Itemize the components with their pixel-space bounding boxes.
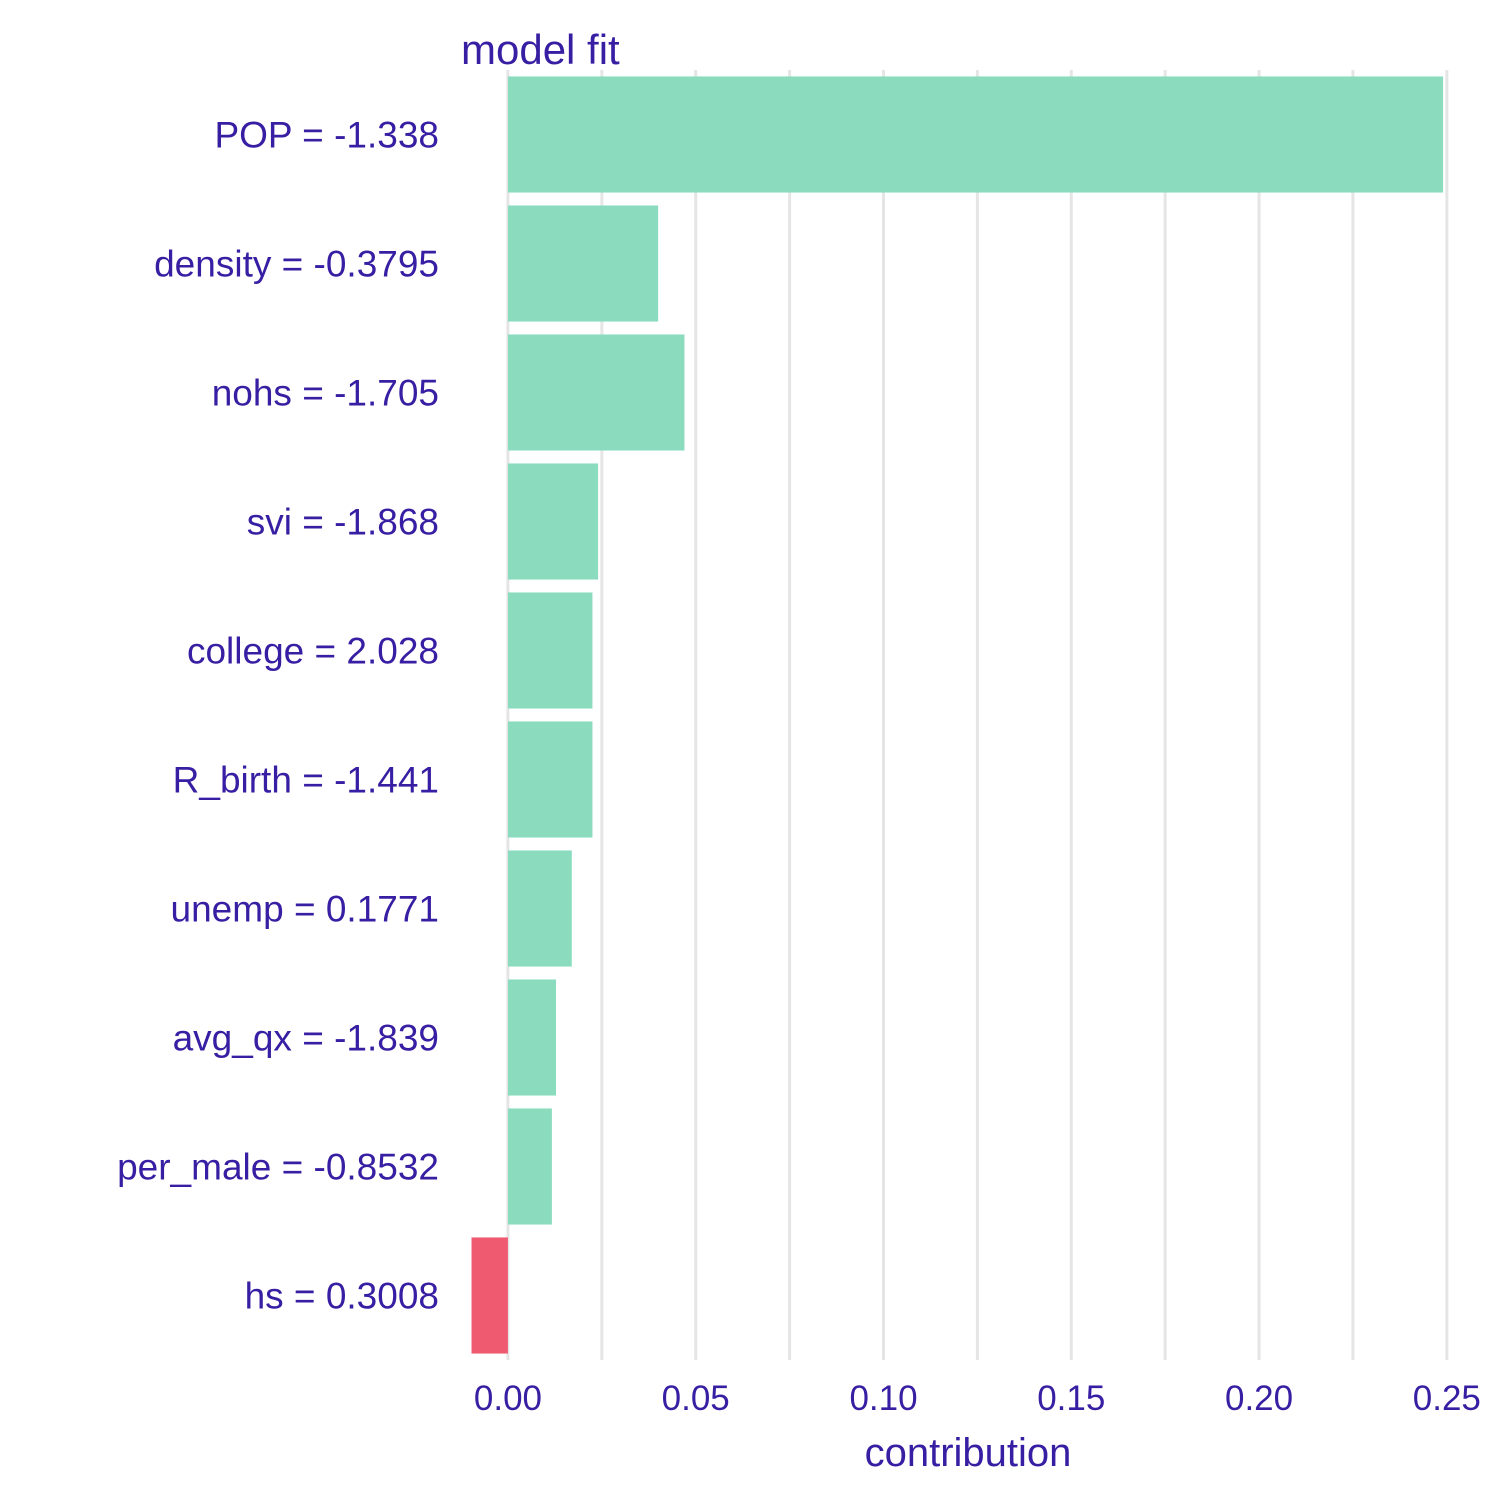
x-tick-label: 0.10 [849,1379,917,1418]
bar [507,205,659,322]
x-tick-labels: 0.00 0.05 0.10 0.15 0.20 0.25 [474,1379,1481,1418]
category-label: POP = -1.338 [214,115,439,156]
bar [507,1108,552,1225]
x-tick-label: 0.00 [474,1379,542,1418]
chart-title: model fit [461,26,620,73]
category-label: nohs = -1.705 [212,373,439,414]
x-axis-title: contribution [865,1431,1072,1475]
bar [507,979,557,1096]
bar [507,850,572,967]
bar [507,592,593,709]
category-label: avg_qx = -1.839 [173,1018,439,1059]
bars [471,76,1444,1354]
bar [507,463,599,580]
category-label: hs = 0.3008 [245,1276,439,1317]
bar [507,76,1444,193]
bar [507,721,593,838]
x-tick-label: 0.05 [662,1379,730,1418]
category-label: per_male = -0.8532 [117,1147,439,1188]
x-tick-label: 0.15 [1037,1379,1105,1418]
category-label: svi = -1.868 [247,502,439,543]
category-label: R_birth = -1.441 [173,760,439,801]
x-tick-label: 0.20 [1225,1379,1293,1418]
category-label: unemp = 0.1771 [171,889,439,930]
bar [471,1237,508,1354]
bar [507,334,685,451]
category-label: density = -0.3795 [154,244,439,285]
x-tick-label: 0.25 [1413,1379,1481,1418]
category-label: college = 2.028 [187,631,439,672]
category-labels: POP = -1.338 density = -0.3795 nohs = -1.7… [117,115,439,1317]
